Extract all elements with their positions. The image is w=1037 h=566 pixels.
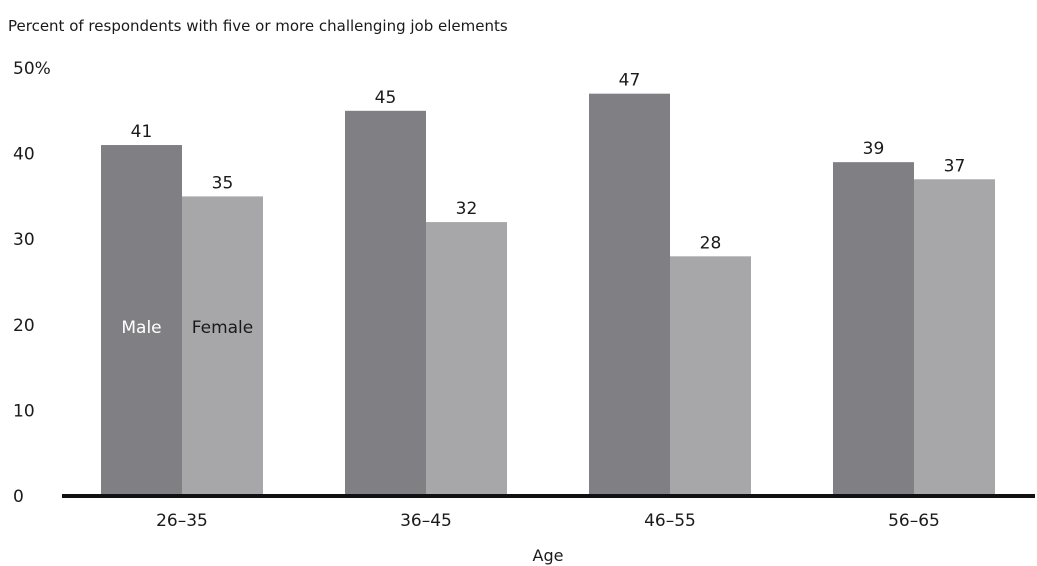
data-label-female-2: 28 (700, 233, 722, 253)
data-label-male-0: 41 (131, 122, 153, 142)
bar-female-3 (914, 179, 995, 496)
bar-male-1 (345, 110, 426, 497)
data-label-female-3: 37 (944, 156, 966, 176)
data-label-male-2: 47 (619, 71, 641, 91)
legend-label-male: Male (121, 318, 161, 338)
data-label-male-1: 45 (375, 88, 397, 108)
bars-group (101, 93, 995, 497)
bar-female-0 (182, 196, 263, 496)
value-labels-group: 41 35 45 32 47 28 39 37 (131, 71, 966, 254)
data-label-female-0: 35 (212, 173, 234, 193)
y-tick-label: 50% (13, 59, 51, 79)
bar-male-0 (101, 145, 182, 497)
bar-female-2 (670, 256, 751, 496)
bar-male-2 (589, 93, 670, 497)
x-axis-label: Age (533, 546, 564, 565)
bar-female-1 (426, 222, 507, 496)
x-tick-label: 36–45 (400, 511, 452, 531)
data-label-male-3: 39 (863, 139, 885, 159)
bar-male-3 (833, 162, 914, 496)
legend-group: Male Female (121, 318, 253, 338)
legend-label-female: Female (192, 318, 253, 338)
x-axis-ticks: 26–35 36–45 46–55 56–65 (156, 511, 940, 531)
y-tick-label: 20 (13, 316, 35, 336)
y-tick-label: 30 (13, 230, 35, 250)
y-tick-label: 0 (13, 487, 24, 507)
y-tick-label: 40 (13, 145, 35, 165)
y-axis-ticks: 0 10 20 30 40 50% (13, 59, 51, 507)
x-tick-label: 56–65 (888, 511, 940, 531)
y-tick-label: 10 (13, 401, 35, 421)
data-label-female-1: 32 (456, 199, 478, 219)
x-tick-label: 46–55 (644, 511, 696, 531)
chart-title: Percent of respondents with five or more… (8, 17, 508, 35)
x-tick-label: 26–35 (156, 511, 208, 531)
